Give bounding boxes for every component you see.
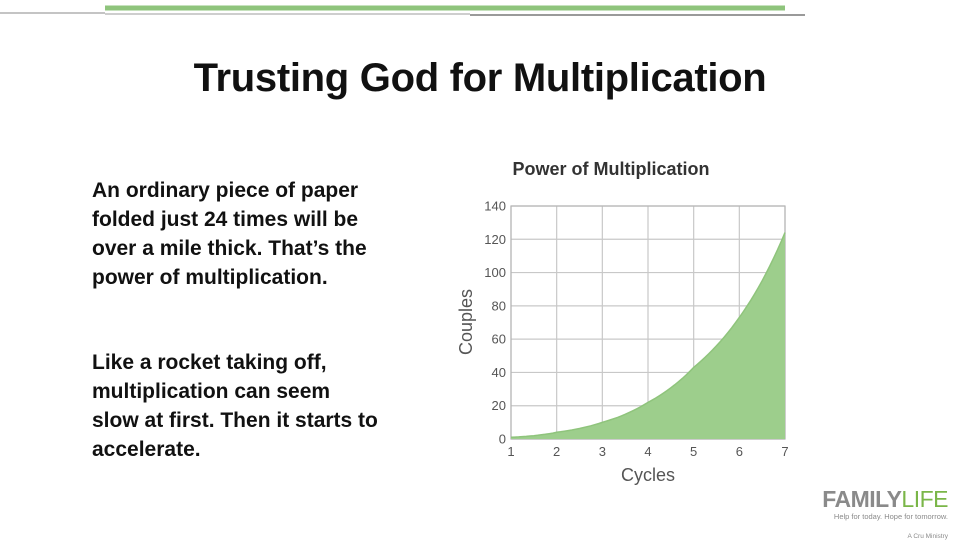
slide-title: Trusting God for Multiplication (193, 56, 767, 100)
chart-area-layer (510, 232, 786, 439)
y-tick-label-120: 120 (484, 232, 506, 247)
series-area-couples (511, 232, 785, 439)
top-decorative-lines (0, 5, 805, 16)
y-tick-label-0: 0 (499, 432, 506, 447)
series-line-couples (510, 232, 786, 439)
logo-brand-part2: LIFE (901, 486, 948, 512)
chart-tick-labels: 0 20 40 60 80 100 120 140 1 2 3 4 5 6 7 (484, 199, 788, 460)
chart-title: Power of Multiplication (513, 159, 710, 179)
logo-tagline: Help for today. Hope for tomorrow. (833, 512, 948, 521)
logo-brand-part1: FAMILY (822, 486, 902, 512)
logo-wordmark: FAMILYLIFE (822, 487, 948, 511)
x-tick-label-3: 3 (599, 444, 606, 459)
y-tick-label-140: 140 (484, 199, 506, 214)
y-axis-label: Couples (456, 289, 476, 355)
familylife-logo: FAMILYLIFE Help for today. Hope for tomo… (822, 487, 948, 541)
body-paragraph-2: Like a rocket taking off, multiplication… (92, 351, 378, 461)
power-of-multiplication-chart: Power of Multiplication 0 20 40 60 80 100 120 1… (456, 159, 789, 485)
y-tick-label-80: 80 (492, 298, 506, 313)
logo-sub: A Cru Ministry (907, 533, 948, 540)
x-tick-label-6: 6 (736, 444, 743, 459)
x-tick-label-5: 5 (690, 444, 697, 459)
y-tick-label-100: 100 (484, 265, 506, 280)
x-tick-label-4: 4 (644, 444, 651, 459)
y-tick-label-40: 40 (492, 365, 506, 380)
y-tick-label-60: 60 (492, 332, 506, 347)
x-tick-label-2: 2 (553, 444, 560, 459)
y-tick-label-20: 20 (492, 398, 506, 413)
x-tick-label-7: 7 (781, 444, 788, 459)
x-tick-label-1: 1 (507, 444, 514, 459)
x-axis-label: Cycles (621, 465, 675, 485)
body-paragraph-1: An ordinary piece of paper folded just 2… (92, 179, 367, 289)
